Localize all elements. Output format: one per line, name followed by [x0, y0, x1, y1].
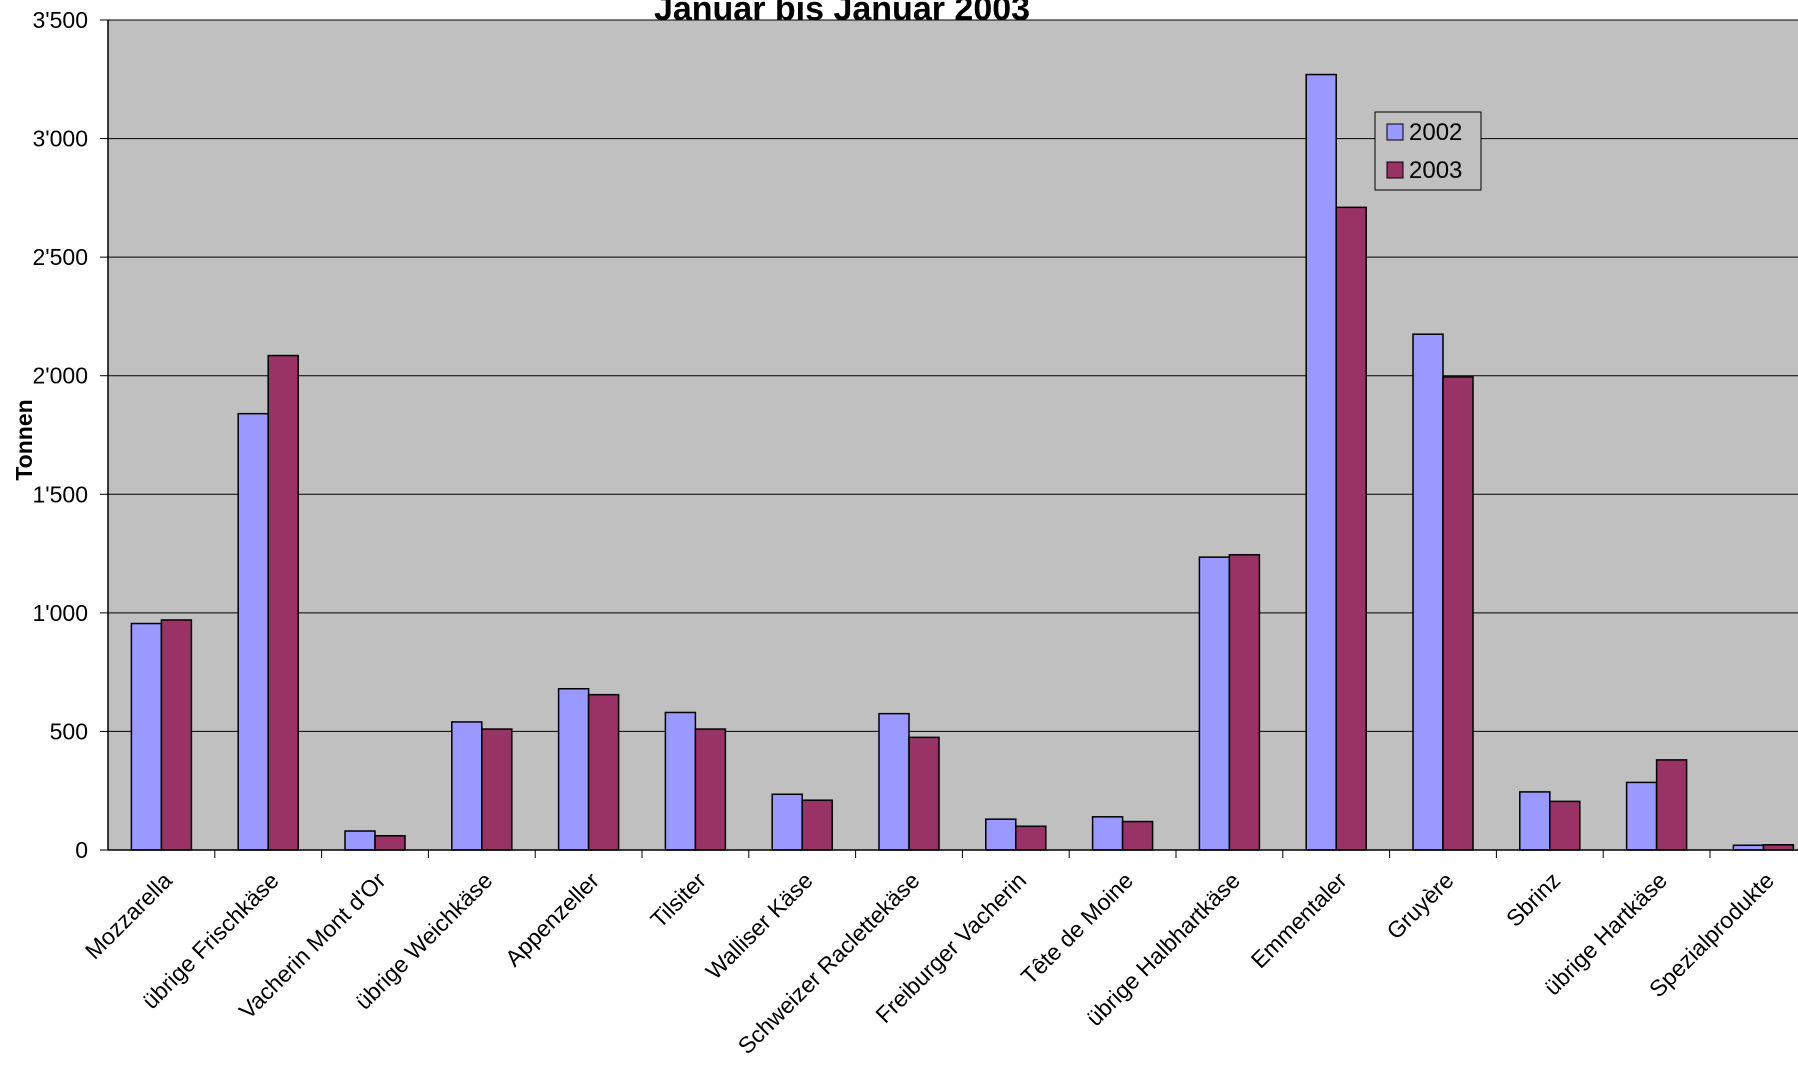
bar-2002-12	[1412, 333, 1444, 851]
bar-2002-1	[237, 412, 269, 851]
legend-swatch-2003	[1386, 161, 1404, 179]
y-tick-labels: 0 500 1'000 1'500 2'000 2'500 3'000 3'500	[32, 7, 88, 863]
bar-2003-8	[1015, 825, 1047, 851]
y-tick-label: 3'500	[32, 7, 88, 33]
bar-2003-13	[1549, 800, 1581, 851]
bar-2003-10	[1228, 554, 1261, 851]
bar-2003-3	[481, 728, 513, 851]
bar-2003-4	[587, 693, 620, 851]
bar-2002-7	[878, 712, 910, 851]
y-tick-label: 3'000	[32, 126, 88, 152]
axes	[100, 19, 1798, 858]
x-category-label: Emmentaler	[1246, 867, 1352, 973]
bar-2003-12	[1442, 376, 1474, 851]
x-category-label: Appenzeller	[500, 867, 605, 972]
x-category-label: Tilsiter	[645, 867, 711, 933]
bar-2003-7	[908, 736, 940, 851]
bar-2003-5	[694, 728, 727, 851]
bar-2003-14	[1655, 759, 1688, 851]
x-category-label: Tête de Moine	[1016, 867, 1138, 989]
chart-title: Januar bis Januar 2003	[654, 0, 1030, 28]
bar-2003-15	[1762, 844, 1795, 851]
bar-2002-5	[664, 711, 697, 851]
bar-2003-0	[160, 619, 193, 851]
bar-2003-6	[801, 799, 833, 851]
x-category-label: Mozzarella	[80, 867, 177, 964]
y-tick-label: 1'500	[32, 481, 88, 507]
bar-2003-2	[374, 835, 406, 851]
bar-2002-4	[557, 687, 590, 851]
y-tick-label: 2'500	[32, 244, 88, 270]
x-category-label: Walliser Käse	[701, 867, 818, 984]
legend: 2002 2003	[1374, 111, 1482, 191]
bar-2002-10	[1198, 556, 1231, 851]
bar-2002-6	[771, 793, 803, 851]
x-category-label: Gruyère	[1381, 867, 1458, 944]
bar-2003-9	[1121, 820, 1154, 851]
x-category-label: Schweizer Raclettekäse	[733, 867, 925, 1059]
legend-label-2002: 2002	[1409, 119, 1462, 146]
plot-area	[108, 20, 1798, 850]
x-category-label: Sbrinz	[1501, 867, 1565, 931]
y-tick-label: 500	[50, 718, 88, 744]
bar-2002-14	[1625, 781, 1658, 851]
legend-swatch-2002	[1386, 123, 1404, 141]
bar-2003-11	[1335, 206, 1367, 851]
bar-2002-13	[1519, 791, 1551, 851]
bar-2002-0	[130, 622, 163, 851]
y-tick-label: 2'000	[32, 363, 88, 389]
y-axis-label: Tonnen	[11, 399, 37, 480]
bar-2002-8	[985, 818, 1017, 851]
gridlines	[108, 19, 1798, 732]
legend-label-2003: 2003	[1409, 157, 1462, 184]
bar-2002-9	[1091, 816, 1124, 851]
y-tick-label: 0	[75, 837, 88, 863]
bar-2003-1	[267, 354, 299, 851]
bar-2002-3	[451, 721, 483, 851]
y-tick-label: 1'000	[32, 600, 88, 626]
bars	[130, 73, 1795, 851]
bar-2002-11	[1305, 73, 1337, 851]
bar-2002-2	[344, 830, 376, 851]
